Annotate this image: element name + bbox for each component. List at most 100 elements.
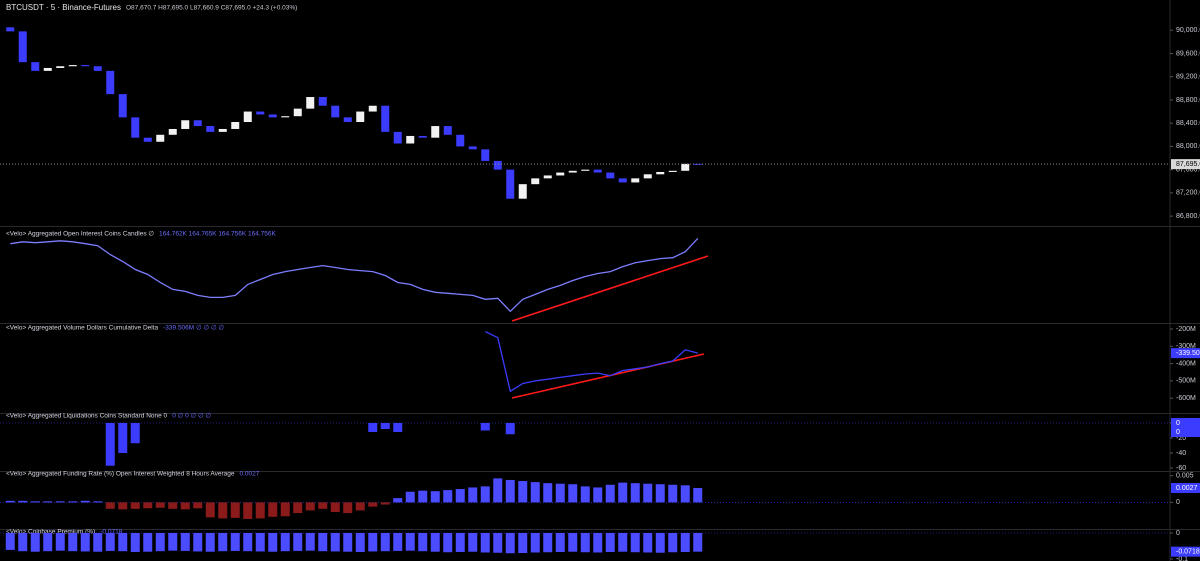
y-tick-label: 86,800.0 <box>1176 213 1200 220</box>
bar <box>393 422 403 432</box>
bar <box>480 532 490 553</box>
y-tick-label: 90,000.0 <box>1176 27 1200 34</box>
bar <box>630 483 640 503</box>
bar <box>105 502 115 509</box>
candle-body <box>318 97 327 106</box>
pane-title: <Velo> Aggregated Volume Dollars Cumulat… <box>6 325 159 332</box>
bar <box>368 502 378 507</box>
bar <box>393 532 403 551</box>
pane-values: 164.762K 164.765K 164.756K 164.756K <box>159 231 276 238</box>
bar <box>318 502 328 509</box>
bar <box>130 532 140 552</box>
bar <box>555 532 565 552</box>
bar <box>180 502 190 510</box>
bar <box>205 532 215 552</box>
bar <box>568 484 578 503</box>
pane-title: <Velo> Aggregated Liquidations Coins Sta… <box>6 413 168 420</box>
bar <box>543 483 553 503</box>
y-tick-label: -600M <box>1176 395 1196 402</box>
bar <box>468 532 478 552</box>
pane-values: -0.0718 <box>100 529 122 536</box>
bar <box>518 481 528 503</box>
y-tick-label: 87,600.0 <box>1176 166 1200 173</box>
bar <box>55 501 65 503</box>
bar <box>530 532 540 553</box>
candle-body <box>456 134 465 147</box>
candle-body <box>631 178 640 183</box>
series-line <box>10 237 699 313</box>
bar <box>168 502 178 509</box>
bar <box>130 422 140 444</box>
bar <box>343 532 353 552</box>
bar <box>355 532 365 552</box>
y-tick-label: -60 <box>1176 465 1186 472</box>
last-value-box <box>1171 427 1200 437</box>
bar <box>105 532 115 551</box>
pane-values: -339.506M ∅ ∅ ∅ ∅ <box>163 325 224 332</box>
bar <box>530 482 540 503</box>
bar <box>18 500 28 503</box>
candle-body <box>93 66 102 71</box>
last-value-box <box>1171 418 1200 428</box>
bar <box>305 502 315 511</box>
candle-body <box>506 169 515 199</box>
bar <box>405 532 415 551</box>
candle-body <box>393 131 402 144</box>
bar <box>80 500 90 503</box>
bar <box>143 502 153 509</box>
bar <box>155 532 165 552</box>
bar <box>343 502 353 514</box>
bar <box>655 532 665 553</box>
y-tick-label: 89,200.0 <box>1176 74 1200 81</box>
bar <box>368 532 378 552</box>
y-tick-label: -200M <box>1176 326 1196 333</box>
bar <box>305 532 315 551</box>
candle-body <box>181 120 190 129</box>
candle-body <box>668 170 677 172</box>
bar <box>493 478 503 503</box>
bar <box>393 498 403 503</box>
bar <box>330 532 340 552</box>
last-value-label: 87,695.0 <box>1176 161 1200 168</box>
bar <box>205 502 215 518</box>
candle-body <box>68 65 77 67</box>
bar <box>68 501 78 503</box>
candle-body <box>543 175 552 179</box>
pane-title: <Velo> Aggregated Funding Rate (%) Open … <box>6 471 235 478</box>
candle-body <box>168 128 177 135</box>
y-tick-label: 89,600.0 <box>1176 50 1200 57</box>
candle-body <box>143 137 152 142</box>
candle-body <box>693 163 702 165</box>
bar <box>5 500 15 503</box>
last-value-label: 0 <box>1176 420 1180 427</box>
y-tick-label: -400M <box>1176 360 1196 367</box>
bar <box>468 487 478 503</box>
bar <box>405 491 415 503</box>
bar <box>443 490 453 503</box>
candle-body <box>381 105 390 132</box>
candle-body <box>306 97 315 109</box>
bar <box>118 532 128 552</box>
candle-body <box>618 178 627 183</box>
candle-body <box>231 122 240 129</box>
y-tick-label: 88,800.0 <box>1176 97 1200 104</box>
last-value-box <box>1171 546 1200 557</box>
bar <box>643 483 653 503</box>
bar <box>93 532 103 552</box>
bar <box>43 501 53 503</box>
bar <box>430 532 440 552</box>
candle-body <box>281 116 290 118</box>
candle-body <box>606 172 615 179</box>
bar <box>568 532 578 552</box>
y-tick-label: 87,200.0 <box>1176 190 1200 197</box>
bar <box>180 532 190 551</box>
y-tick-label: 0 <box>1176 530 1180 537</box>
candle-body <box>6 27 15 32</box>
bar <box>193 532 203 552</box>
candle-body <box>331 105 340 118</box>
bar <box>230 502 240 518</box>
bar <box>193 502 203 509</box>
bar <box>580 486 590 503</box>
bar <box>593 532 603 553</box>
